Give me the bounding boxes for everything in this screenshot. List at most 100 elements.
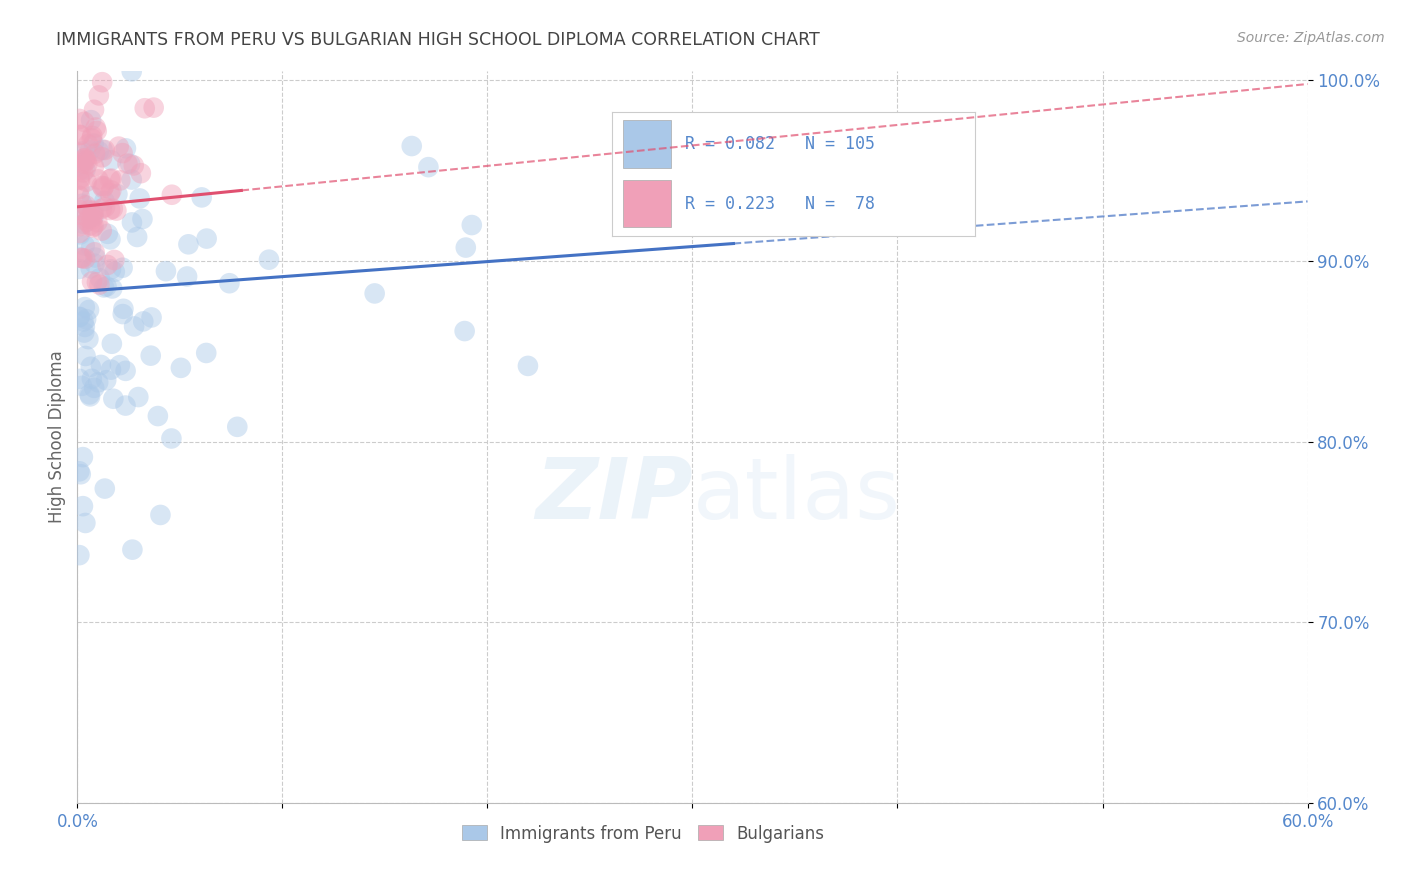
Point xyxy=(129,166,152,180)
Point xyxy=(98,186,121,201)
Point xyxy=(67,261,90,276)
Text: IMMIGRANTS FROM PERU VS BULGARIAN HIGH SCHOOL DIPLOMA CORRELATION CHART: IMMIGRANTS FROM PERU VS BULGARIAN HIGH S… xyxy=(56,31,820,49)
Point xyxy=(101,336,124,351)
Point xyxy=(82,206,104,220)
Point xyxy=(93,179,115,194)
Point xyxy=(67,172,90,186)
Point xyxy=(141,310,163,325)
Point xyxy=(96,258,118,272)
Point xyxy=(131,212,153,227)
Text: ZIP: ZIP xyxy=(534,454,693,537)
Point xyxy=(83,210,105,224)
Point xyxy=(77,302,100,317)
Point xyxy=(67,464,90,478)
Point xyxy=(87,172,110,186)
Point xyxy=(75,198,97,212)
Point xyxy=(82,128,104,143)
Point xyxy=(100,362,122,376)
Point xyxy=(100,171,122,186)
Point xyxy=(195,346,218,360)
Point xyxy=(70,145,93,159)
Point xyxy=(86,215,108,229)
Point xyxy=(139,349,162,363)
Point xyxy=(80,372,103,386)
Point xyxy=(94,482,117,496)
Point xyxy=(93,280,115,294)
Point xyxy=(75,162,97,177)
Point xyxy=(77,137,100,152)
Point xyxy=(91,75,114,89)
Point xyxy=(453,324,475,338)
Point xyxy=(73,152,96,166)
Point xyxy=(70,379,93,393)
Point xyxy=(461,218,484,232)
Point xyxy=(70,251,93,265)
Point xyxy=(146,409,169,423)
Point xyxy=(69,162,91,177)
Point xyxy=(103,392,125,406)
Point xyxy=(226,420,249,434)
Point xyxy=(79,144,101,158)
Point xyxy=(117,156,139,170)
Point xyxy=(67,145,90,160)
Point xyxy=(100,262,122,277)
Point xyxy=(115,141,138,155)
Point xyxy=(89,277,111,292)
Point xyxy=(67,128,90,143)
Point xyxy=(121,542,143,557)
Point xyxy=(108,358,131,372)
Point xyxy=(104,265,127,279)
Point xyxy=(83,381,105,395)
Point xyxy=(128,191,150,205)
Point xyxy=(121,215,143,229)
Point xyxy=(84,120,107,135)
Point xyxy=(94,200,117,214)
Point xyxy=(84,146,107,161)
Point xyxy=(67,202,90,217)
Point xyxy=(195,231,218,245)
Legend: Immigrants from Peru, Bulgarians: Immigrants from Peru, Bulgarians xyxy=(456,818,831,849)
Point xyxy=(155,264,177,278)
Point xyxy=(75,516,97,530)
Point xyxy=(160,187,183,202)
Point xyxy=(110,173,132,187)
Point xyxy=(91,143,114,157)
Point xyxy=(73,156,96,170)
Point xyxy=(90,178,112,193)
Point xyxy=(67,226,90,240)
Point xyxy=(70,208,93,222)
Text: Source: ZipAtlas.com: Source: ZipAtlas.com xyxy=(1237,31,1385,45)
Point xyxy=(72,165,94,179)
Point xyxy=(142,101,165,115)
Point xyxy=(82,208,104,222)
Point xyxy=(91,181,114,195)
Point xyxy=(67,219,90,234)
Point xyxy=(82,206,104,220)
Point xyxy=(637,205,659,219)
Point xyxy=(76,214,98,228)
Point xyxy=(401,139,423,153)
Point xyxy=(84,251,107,265)
Point xyxy=(79,389,101,403)
Point xyxy=(77,211,100,225)
Point xyxy=(67,372,90,386)
Point xyxy=(69,467,91,482)
Point xyxy=(80,189,103,203)
Point xyxy=(83,136,105,151)
Point xyxy=(114,399,136,413)
Point xyxy=(87,88,110,103)
Point xyxy=(121,172,143,186)
Point xyxy=(72,217,94,231)
Point xyxy=(107,139,129,153)
Point xyxy=(75,151,97,165)
Point xyxy=(69,153,91,167)
Point xyxy=(67,182,90,196)
Point xyxy=(121,64,143,78)
Point xyxy=(93,194,115,208)
Point xyxy=(77,332,100,346)
Point xyxy=(86,275,108,289)
Point xyxy=(75,175,97,189)
Point xyxy=(177,237,200,252)
Point xyxy=(111,146,134,161)
Point xyxy=(76,157,98,171)
